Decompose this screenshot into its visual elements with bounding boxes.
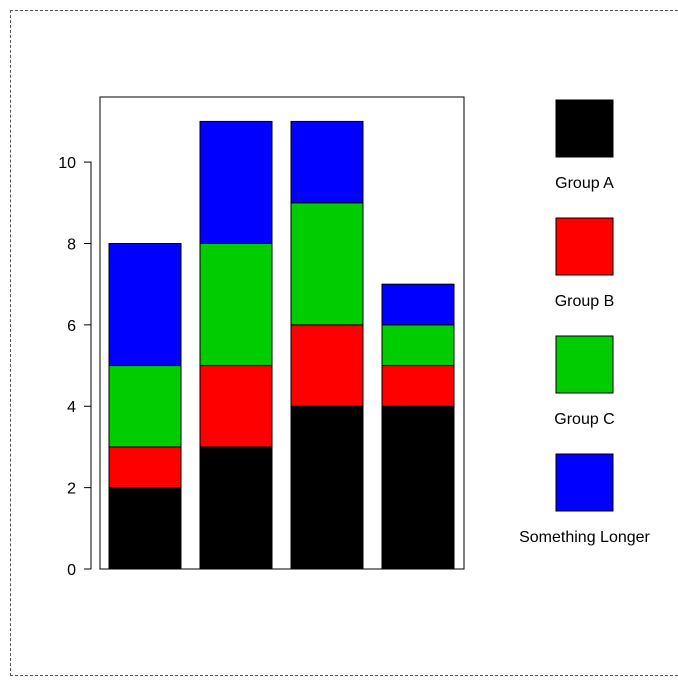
bar-segment-1-group-b bbox=[108, 446, 182, 489]
bar-segment-2-something-longer bbox=[199, 120, 273, 244]
bar-segment-2-group-b bbox=[199, 365, 273, 448]
bars-group bbox=[108, 120, 455, 570]
plot-area bbox=[99, 96, 465, 570]
legend-label: Something Longer bbox=[519, 529, 650, 546]
y-tick-label: 6 bbox=[67, 318, 76, 335]
y-tick-label: 4 bbox=[67, 399, 76, 416]
bar-segment-4-group-a bbox=[381, 405, 455, 570]
bar-segment-1-group-a bbox=[108, 487, 182, 570]
y-ticks-group: 0 2 4 6 8 10 bbox=[58, 155, 91, 579]
bar-segment-2-group-a bbox=[199, 446, 273, 570]
legend-label: Group A bbox=[555, 175, 614, 192]
y-tick-label: 10 bbox=[58, 155, 76, 172]
legend-swatch-group-c bbox=[555, 335, 614, 394]
legend-swatch-something-longer bbox=[555, 453, 614, 512]
y-tick-label: 8 bbox=[67, 236, 76, 253]
bar-segment-3-group-a bbox=[290, 405, 364, 570]
bar-segment-3-group-b bbox=[290, 324, 364, 407]
legend-label: Group B bbox=[555, 293, 615, 310]
legend-label: Group C bbox=[554, 411, 614, 428]
figure-frame bbox=[10, 10, 678, 676]
bar-segment-3-group-c bbox=[290, 202, 364, 326]
bar-segment-3-something-longer bbox=[290, 120, 364, 204]
legend-swatch-group-b bbox=[555, 217, 614, 276]
bar-segment-4-group-b bbox=[381, 365, 455, 407]
legend: Group A Group B Group C Something Longer bbox=[519, 99, 651, 546]
y-tick-label: 2 bbox=[67, 481, 76, 498]
y-tick-label: 0 bbox=[67, 562, 76, 579]
bar-segment-4-something-longer bbox=[381, 283, 455, 326]
bar-segment-2-group-c bbox=[199, 242, 273, 367]
bar-segment-1-group-c bbox=[108, 365, 182, 448]
bar-segment-4-group-c bbox=[381, 324, 455, 367]
legend-swatch-group-a bbox=[555, 99, 614, 158]
bar-segment-1-something-longer bbox=[108, 242, 182, 367]
